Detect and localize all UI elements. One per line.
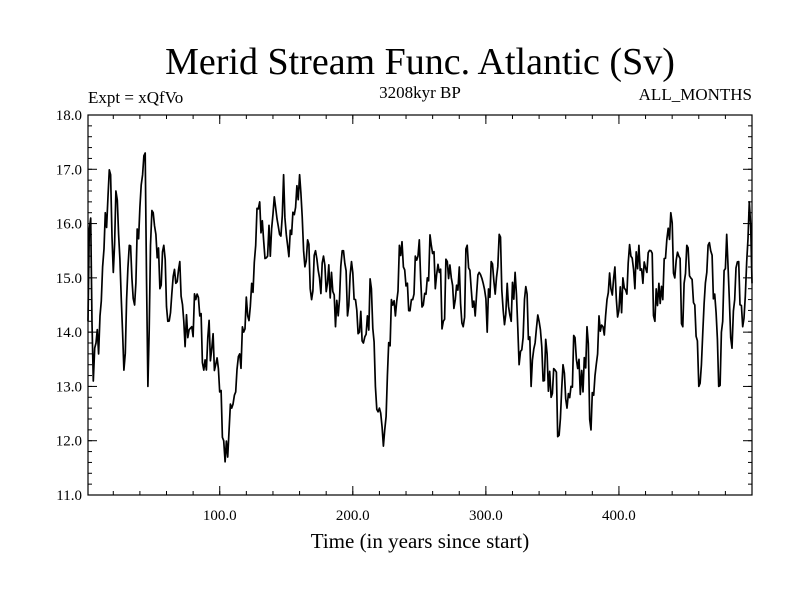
chart-title: Merid Stream Func. Atlantic (Sv) — [165, 41, 675, 83]
x-tick-label: 400.0 — [602, 508, 636, 524]
y-tick-label: 11.0 — [56, 488, 82, 504]
y-tick-label: 13.0 — [56, 379, 82, 395]
experiment-label: Expt = xQfVo — [88, 88, 183, 107]
period-label: 3208kyr BP — [379, 83, 461, 102]
ticks-layer — [88, 114, 753, 496]
y-tick-label: 18.0 — [56, 108, 82, 124]
y-tick-label: 15.0 — [56, 271, 82, 287]
x-tick-labels: 100.0 200.0 300.0 400.0 — [203, 508, 636, 524]
x-axis-label: Time (in years since start) — [311, 529, 530, 553]
x-tick-label: 200.0 — [336, 508, 370, 524]
x-tick-label: 300.0 — [469, 508, 503, 524]
y-tick-label: 17.0 — [56, 162, 82, 178]
data-series-line — [87, 152, 753, 463]
y-tick-labels: 11.0 12.0 13.0 14.0 15.0 16.0 17.0 18.0 — [56, 108, 82, 504]
y-tick-label: 16.0 — [56, 217, 82, 233]
y-tick-label: 14.0 — [56, 325, 82, 341]
months-label: ALL_MONTHS — [639, 85, 752, 104]
y-tick-label: 12.0 — [56, 434, 82, 450]
x-tick-label: 100.0 — [203, 508, 237, 524]
